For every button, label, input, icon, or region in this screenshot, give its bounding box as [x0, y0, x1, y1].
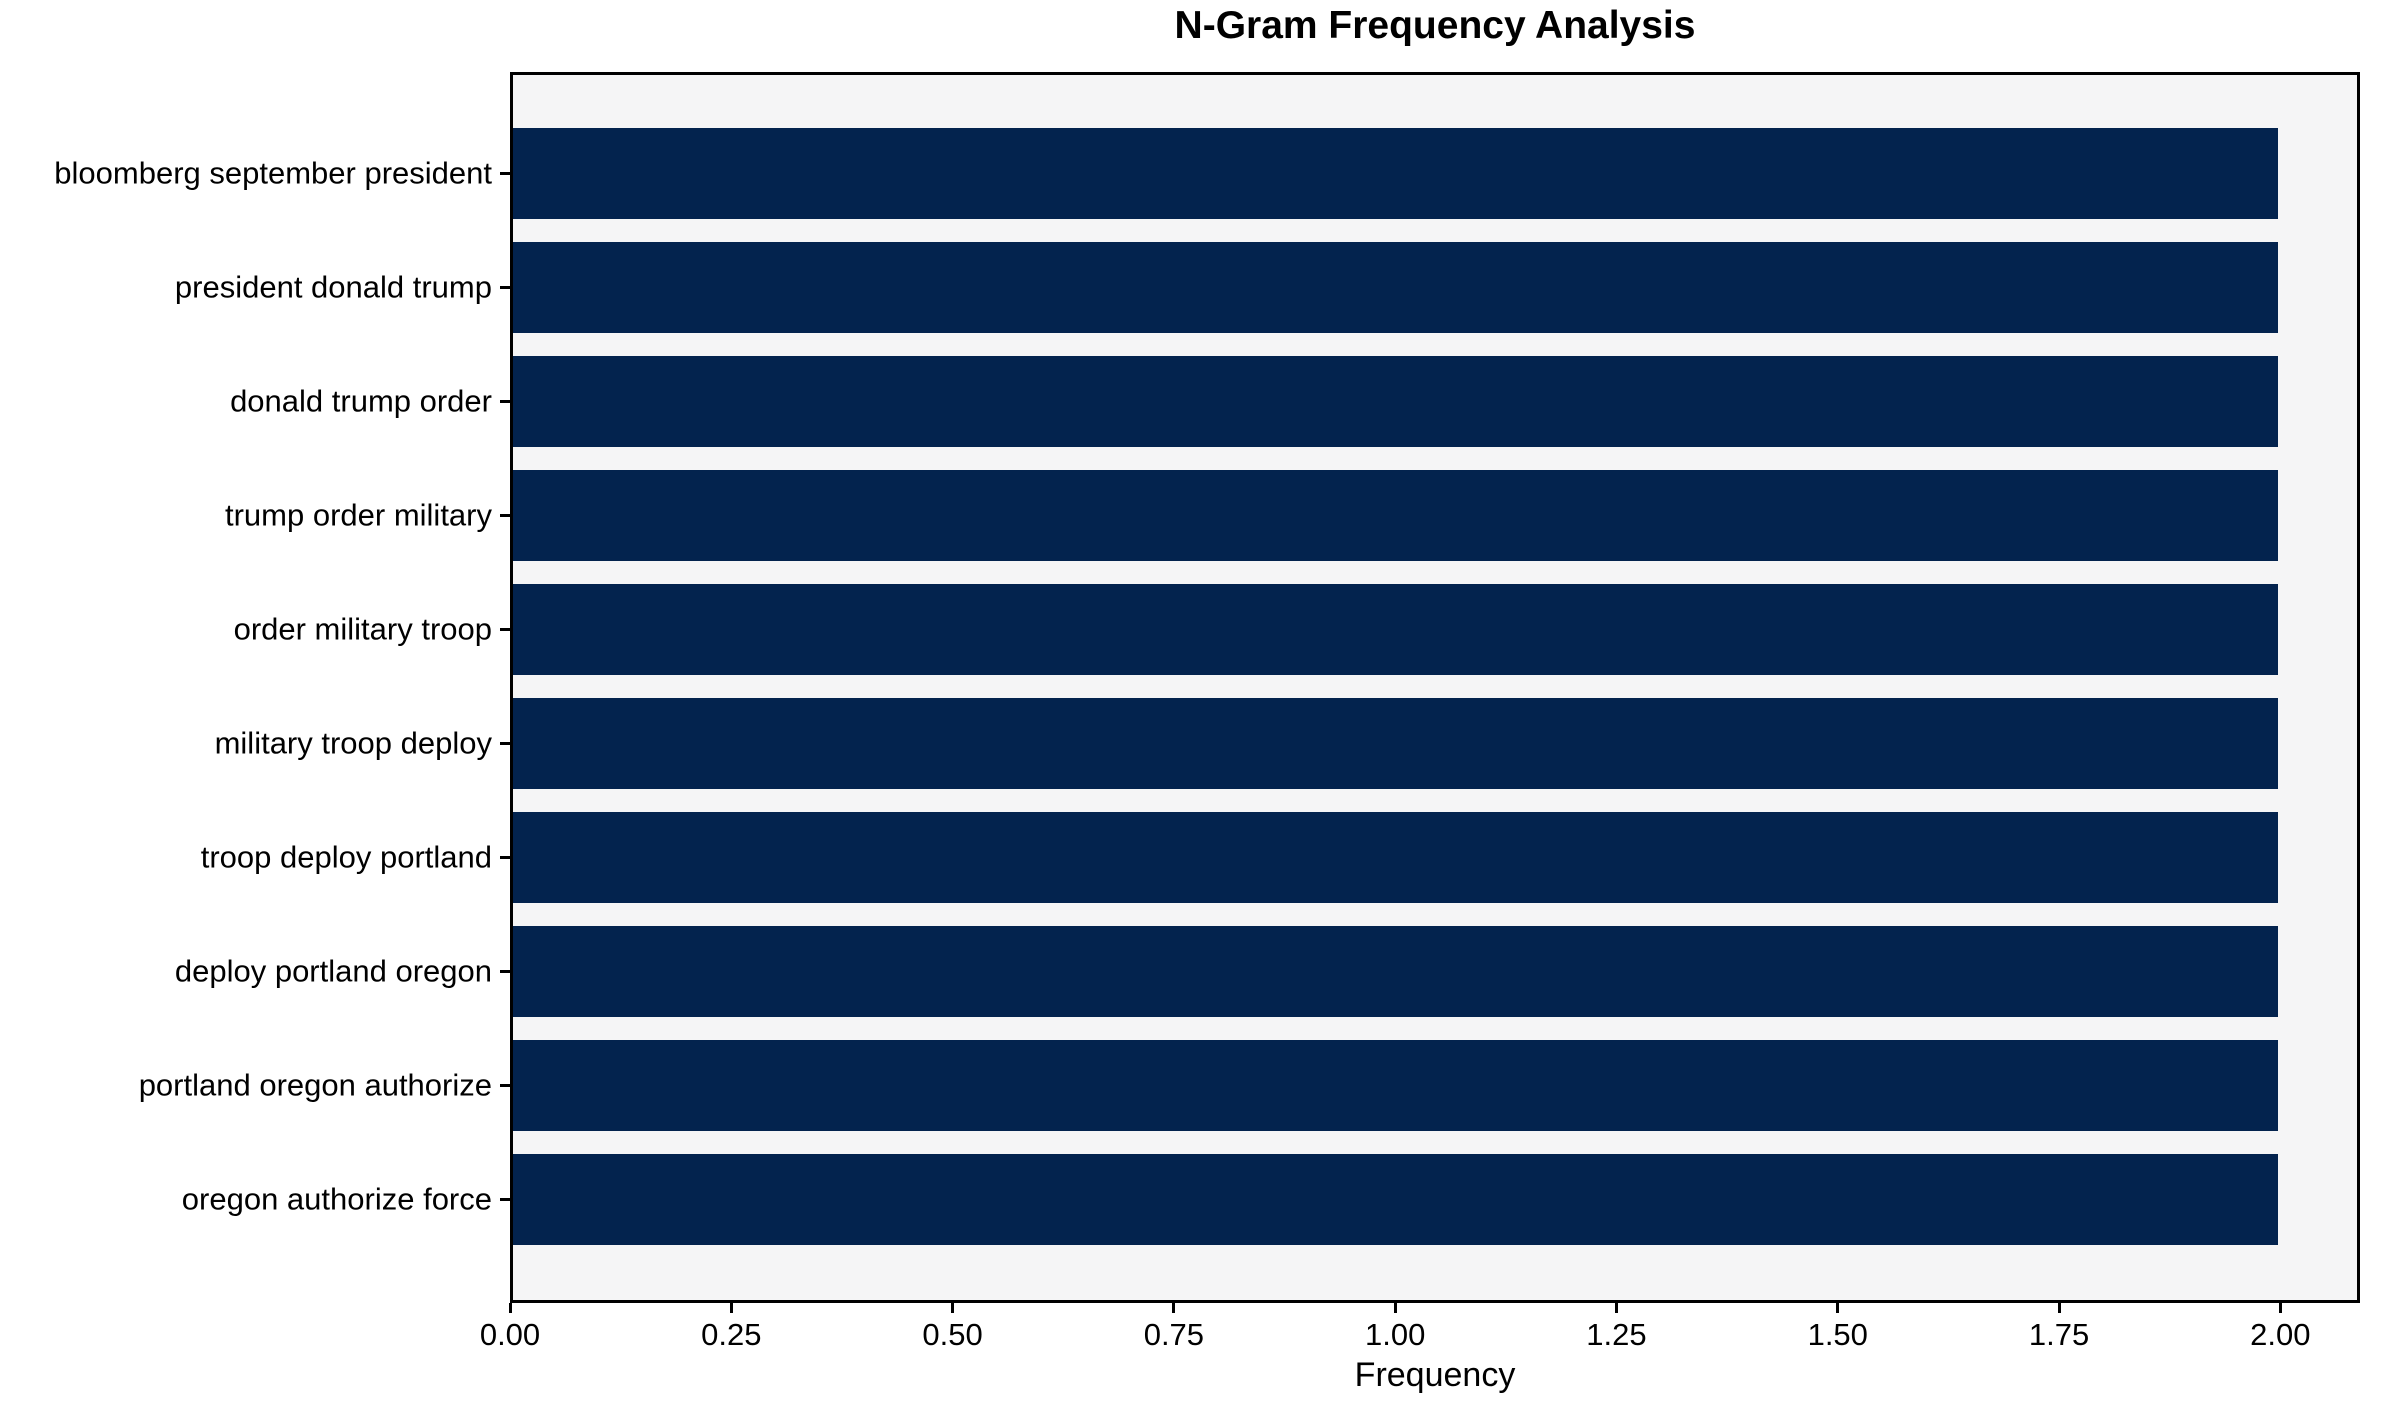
y-tick-label: military troop deploy: [214, 725, 492, 761]
y-tick-mark: [500, 399, 510, 403]
bar: [513, 469, 2278, 561]
x-tick-mark: [2057, 1303, 2061, 1313]
y-tick-label: order military troop: [233, 611, 492, 647]
y-tick-label: donald trump order: [230, 383, 492, 419]
y-tick-mark: [500, 1083, 510, 1087]
x-tick-label: 0.00: [479, 1317, 541, 1352]
x-tick-mark: [951, 1303, 955, 1313]
y-tick-label: deploy portland oregon: [174, 953, 492, 989]
y-tick-label: troop deploy portland: [200, 839, 492, 875]
bar: [513, 583, 2278, 675]
plot-area: [510, 72, 2360, 1303]
y-tick-mark: [500, 855, 510, 859]
x-tick-label: 2.00: [2250, 1317, 2311, 1352]
x-tick-mark: [1614, 1303, 1618, 1313]
x-tick-mark: [1393, 1303, 1397, 1313]
y-tick-label: portland oregon authorize: [138, 1067, 492, 1103]
bar: [513, 697, 2278, 789]
bar: [513, 127, 2278, 219]
bar: [513, 925, 2278, 1017]
y-tick-mark: [500, 741, 510, 745]
bar: [513, 1039, 2278, 1131]
y-tick-mark: [500, 627, 510, 631]
x-tick-mark: [1172, 1303, 1176, 1313]
bar: [513, 355, 2278, 447]
y-tick-label: trump order military: [225, 497, 492, 533]
x-tick-label: 0.75: [1143, 1317, 1205, 1352]
x-tick-label: 1.50: [1807, 1317, 1868, 1352]
y-tick-label: bloomberg september president: [54, 155, 492, 191]
y-tick-label: president donald trump: [174, 269, 492, 305]
y-tick-mark: [500, 513, 510, 517]
y-tick-mark: [500, 171, 510, 175]
chart-title: N-Gram Frequency Analysis: [1174, 4, 1696, 47]
x-tick-label: 1.25: [1586, 1317, 1647, 1352]
y-tick-mark: [500, 285, 510, 289]
x-tick-mark: [2278, 1303, 2282, 1313]
x-tick-label: 1.00: [1364, 1317, 1426, 1352]
bar: [513, 1153, 2278, 1245]
y-tick-label: oregon authorize force: [181, 1181, 492, 1217]
x-tick-mark: [1836, 1303, 1840, 1313]
y-tick-mark: [500, 969, 510, 973]
x-tick-mark: [729, 1303, 733, 1313]
y-tick-mark: [500, 1197, 510, 1201]
x-tick-label: 1.75: [2028, 1317, 2090, 1352]
bar: [513, 241, 2278, 333]
x-tick-label: 0.25: [701, 1317, 762, 1352]
bar: [513, 811, 2278, 903]
x-tick-label: 0.50: [922, 1317, 983, 1352]
x-tick-mark: [508, 1303, 512, 1313]
x-axis-title: Frequency: [1354, 1356, 1516, 1394]
